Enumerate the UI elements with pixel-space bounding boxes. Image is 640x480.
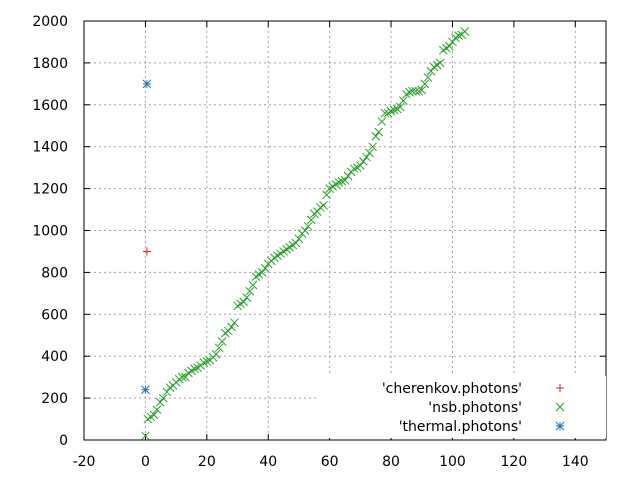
data-point: [319, 201, 328, 210]
data-point: [374, 127, 384, 137]
x-tick-label: 40: [259, 454, 277, 470]
data-point: [152, 405, 162, 414]
x-tick-label: 140: [562, 454, 589, 470]
data-point: [142, 247, 151, 256]
data-point: [239, 297, 249, 307]
x-tick-label: 60: [321, 454, 339, 470]
data-point: [371, 131, 381, 141]
data-point: [362, 152, 371, 162]
data-point: [155, 397, 165, 407]
y-tick-label: 600: [41, 307, 68, 323]
x-tick-label: 20: [198, 454, 216, 470]
data-point: [260, 263, 270, 273]
data-point: [223, 326, 233, 336]
legend-marker: [555, 402, 565, 412]
grid: [84, 21, 606, 440]
data-point: [334, 177, 344, 187]
data-point: [217, 337, 227, 346]
data-point: [355, 161, 365, 170]
series-1: [141, 27, 470, 441]
data-point: [408, 86, 417, 96]
legend-label: 'cherenkov.photons': [382, 381, 522, 397]
data-point: [294, 234, 304, 244]
data-point: [202, 357, 212, 366]
data-point: [454, 31, 463, 41]
data-point: [190, 364, 199, 374]
data-point: [149, 410, 159, 420]
data-point: [257, 268, 267, 277]
y-tick-label: 1600: [32, 98, 68, 114]
data-point: [423, 73, 433, 82]
data-point: [395, 102, 405, 112]
data-series: [141, 27, 470, 441]
data-point: [359, 157, 368, 166]
data-point: [158, 393, 168, 403]
data-point: [435, 58, 445, 68]
x-tick-label: 0: [141, 454, 150, 470]
data-point: [414, 86, 424, 96]
y-tick-label: 1800: [32, 56, 68, 72]
data-point: [343, 171, 353, 181]
data-point: [365, 148, 374, 158]
y-tick-label: 1200: [32, 182, 68, 198]
data-point: [445, 41, 454, 51]
data-point: [389, 105, 399, 115]
legend-marker: [556, 384, 564, 392]
data-point: [368, 142, 377, 152]
y-tick-label: 1000: [32, 224, 68, 240]
data-point: [230, 318, 239, 328]
legend-label: 'thermal.photons': [399, 419, 522, 435]
data-point: [141, 431, 150, 441]
data-point: [227, 322, 236, 332]
data-point: [322, 190, 331, 200]
x-tick-label: 120: [501, 454, 528, 470]
data-point: [303, 221, 313, 231]
data-point: [377, 117, 387, 126]
data-point: [245, 286, 255, 296]
data-point: [386, 106, 396, 116]
data-point: [337, 176, 347, 186]
y-tick-label: 400: [41, 349, 68, 365]
x-tick-label: -20: [73, 454, 96, 470]
y-tick-label: 800: [41, 265, 68, 281]
data-point: [417, 85, 427, 95]
axis-ticks: -20 0 20 40 60 80 100 120 1400200400600800100012…: [32, 14, 606, 470]
x-tick-label: 100: [439, 454, 466, 470]
data-point: [211, 349, 221, 359]
data-point: [306, 215, 316, 225]
legend: 'cherenkov.photons' 'nsb.photons' 'thermal…: [316, 376, 606, 438]
y-tick-label: 200: [41, 391, 68, 407]
data-point: [214, 343, 224, 353]
data-point: [199, 358, 209, 367]
data-point: [380, 108, 390, 118]
x-tick-label: 80: [382, 454, 400, 470]
data-point: [398, 96, 408, 105]
data-point: [460, 27, 470, 36]
y-tick-label: 0: [59, 433, 68, 449]
legend-label: 'nsb.photons': [428, 400, 522, 416]
series-0: [142, 247, 151, 256]
data-point: [340, 175, 350, 185]
data-point: [242, 293, 252, 302]
data-point: [141, 385, 150, 395]
data-point: [142, 79, 152, 89]
legend-marker: [555, 421, 565, 431]
data-point: [300, 226, 310, 235]
data-point: [177, 372, 187, 382]
series-2: [141, 79, 152, 395]
data-point: [420, 79, 430, 89]
y-tick-label: 2000: [32, 14, 68, 30]
data-point: [248, 280, 258, 290]
data-point: [291, 238, 301, 248]
y-tick-label: 1400: [32, 140, 68, 156]
data-point: [349, 164, 359, 174]
